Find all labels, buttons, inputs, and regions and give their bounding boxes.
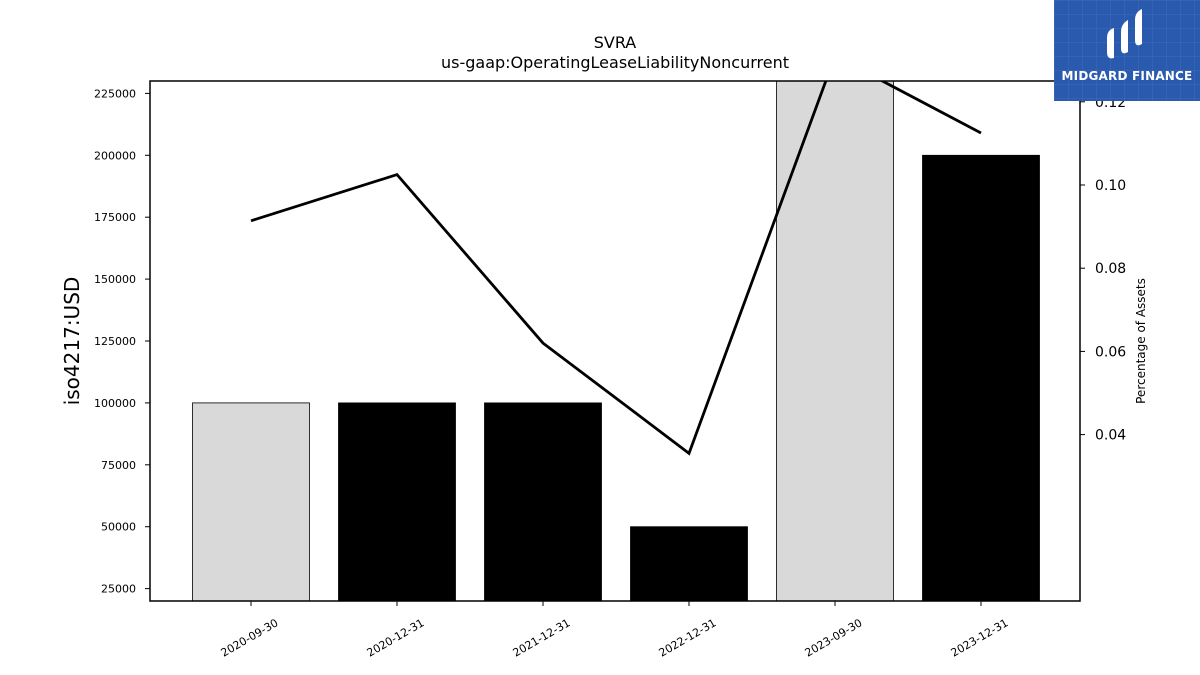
line-series: [250, 81, 982, 456]
x-tick-label: 2023-09-30: [803, 616, 865, 659]
y2-axis-ticks: 0.040.060.080.100.12: [1080, 95, 1126, 444]
y-tick-label: 225000: [94, 87, 136, 100]
y2-tick-label: 0.06: [1095, 344, 1126, 360]
chart-subtitle: us-gaap:OperatingLeaseLiabilityNoncurren…: [441, 53, 789, 72]
y2-tick-label: 0.10: [1095, 178, 1126, 194]
x-tick-label: 2022-12-31: [657, 616, 719, 659]
y2-tick-label: 0.08: [1095, 261, 1126, 277]
x-tick-label: 2020-12-31: [365, 616, 427, 659]
x-tick-label: 2023-12-31: [949, 616, 1011, 659]
y-tick-label: 200000: [94, 149, 136, 162]
y-tick-label: 175000: [94, 211, 136, 224]
midgard-finance-logo: MIDGARD FINANCE: [1054, 0, 1200, 101]
bar-2022-12-31: [630, 526, 748, 601]
x-axis-ticks: 2020-09-30 2020-12-31 2021-12-31 2022-12-31…: [219, 601, 1011, 660]
bar-2020-12-31: [338, 402, 456, 601]
y-tick-label: 100000: [94, 397, 136, 410]
logo-mark-icon: [1107, 9, 1142, 59]
percentage-line: [250, 81, 982, 456]
y-axis-label: iso4217:USD: [60, 277, 84, 406]
y-tick-label: 75000: [101, 459, 136, 472]
x-tick-label: 2020-09-30: [219, 616, 281, 659]
bar-2023-12-31: [922, 154, 1040, 601]
logo-text: MIDGARD FINANCE: [1061, 69, 1193, 83]
y-axis-ticks: 25000 50000 75000 100000 125000 150000 175000 2…: [94, 87, 150, 596]
x-tick-label: 2021-12-31: [511, 616, 573, 659]
y-tick-label: 125000: [94, 335, 136, 348]
bar-series: [192, 81, 1040, 601]
chart-title: SVRA: [594, 33, 637, 52]
y2-axis-label: Percentage of Assets: [1134, 278, 1148, 404]
y-tick-label: 25000: [101, 583, 136, 596]
bar-2021-12-31: [484, 402, 602, 601]
bar-2023-09-30: [776, 81, 894, 601]
y-tick-label: 150000: [94, 273, 136, 286]
bar-2020-09-30: [192, 402, 310, 601]
y2-tick-label: 0.04: [1095, 428, 1126, 444]
y-tick-label: 50000: [101, 521, 136, 534]
